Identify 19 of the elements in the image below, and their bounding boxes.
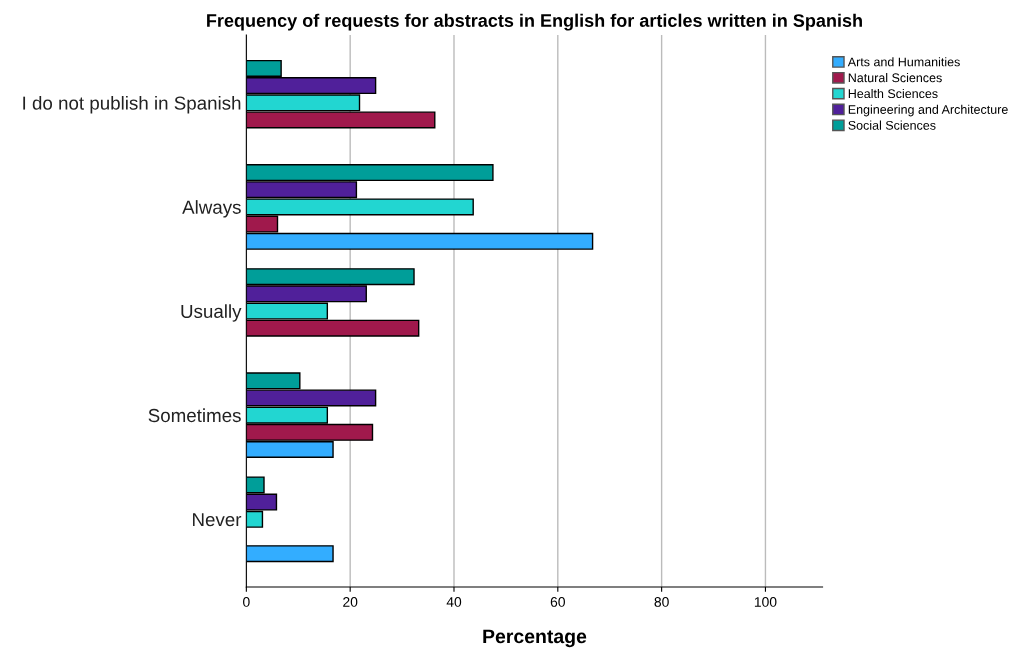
x-tick-label: 20: [343, 597, 358, 607]
legend-label: Natural Sciences: [848, 73, 942, 83]
legend-label: Health Sciences: [848, 88, 938, 99]
legend-label: Arts and Humanities: [847, 57, 960, 67]
chart-title: Frequency of requests for abstracts in English for articles written in Spanish: [207, 13, 862, 31]
y-tick-label: Never: [193, 513, 242, 527]
y-tick-label: I do not publish in Spanish: [23, 95, 241, 114]
legend-label: Engineering and Architecture: [848, 104, 1008, 117]
bar: [246, 545, 334, 563]
legend-label: Social Sciences: [848, 120, 936, 130]
y-tick-label: Always: [182, 200, 241, 218]
x-tick-label: 80: [654, 597, 669, 607]
y-tick-label: Sometimes: [148, 408, 241, 423]
x-axis-title: Percentage: [483, 629, 587, 648]
x-tick-label: 40: [446, 597, 462, 607]
x-tick-label: 100: [754, 597, 777, 607]
y-tick-label: Usually: [181, 304, 242, 322]
x-tick-label: 60: [550, 597, 565, 607]
x-tick-label: 0: [243, 597, 250, 607]
